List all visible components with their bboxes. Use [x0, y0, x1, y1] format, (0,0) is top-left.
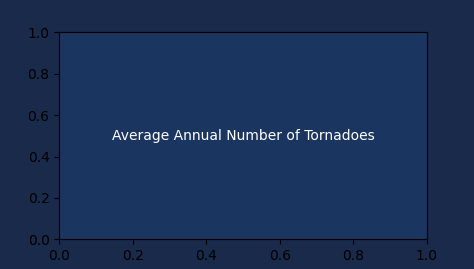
Text: Average Annual Number of Tornadoes: Average Annual Number of Tornadoes: [111, 129, 374, 143]
